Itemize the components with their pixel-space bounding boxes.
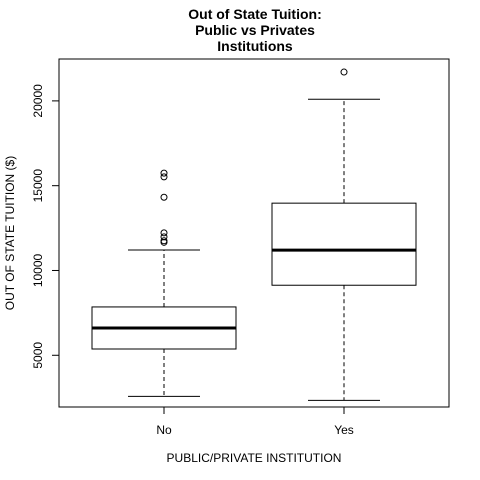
- y-tick-label: 5000: [31, 342, 45, 369]
- outlier-point: [340, 68, 348, 76]
- y-axis-label: OUT OF STATE TUITION ($): [3, 156, 17, 310]
- outlier-point: [160, 193, 168, 201]
- outlier-point: [160, 173, 168, 181]
- box-yes: [271, 202, 417, 286]
- x-axis-label: PUBLIC/PRIVATE INSTITUTION: [167, 451, 342, 465]
- chart-marks: 5000 10000 15000 20000 No Yes: [31, 68, 417, 437]
- chart-title-line-1: Out of State Tuition:: [188, 6, 322, 22]
- y-tick-label: 20000: [31, 84, 45, 118]
- outlier-point: [160, 169, 168, 177]
- x-tick-label: Yes: [334, 423, 354, 437]
- chart-title-line-2: Public vs Privates: [195, 22, 315, 38]
- outlier-point: [160, 233, 168, 241]
- outlier-point: [160, 229, 168, 237]
- y-tick-label: 15000: [31, 169, 45, 203]
- x-tick-label: No: [156, 423, 172, 437]
- y-tick-label: 10000: [31, 253, 45, 287]
- plot-area-frame: [58, 58, 450, 408]
- outlier-point: [160, 237, 168, 245]
- chart-title-line-3: Institutions: [217, 38, 293, 54]
